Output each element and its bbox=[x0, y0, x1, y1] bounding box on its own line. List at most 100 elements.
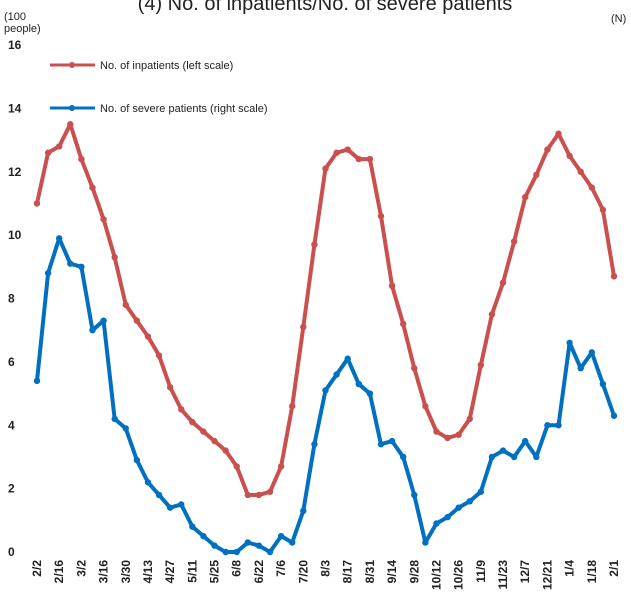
y-tick-label: 2 bbox=[8, 482, 15, 496]
y-axis-label: (100 people) bbox=[4, 11, 41, 35]
marker bbox=[67, 260, 74, 267]
x-tick-label: 4/27 bbox=[163, 560, 177, 584]
marker bbox=[544, 422, 551, 429]
marker bbox=[444, 434, 451, 442]
marker bbox=[33, 377, 41, 385]
x-tick-label: 3/30 bbox=[119, 560, 133, 584]
marker bbox=[289, 539, 296, 546]
marker bbox=[355, 380, 362, 388]
x-tick-label: 12/7 bbox=[518, 560, 532, 584]
legend-marker bbox=[69, 105, 75, 111]
x-tick-label: 4/13 bbox=[141, 560, 155, 584]
marker bbox=[566, 339, 573, 347]
marker bbox=[411, 491, 418, 499]
x-tick-label: 9/14 bbox=[385, 560, 399, 584]
marker bbox=[455, 504, 462, 511]
marker bbox=[477, 488, 485, 495]
marker bbox=[122, 301, 129, 309]
marker bbox=[466, 415, 473, 423]
x-tick-label: 3/16 bbox=[97, 560, 111, 584]
x-tick-label: 1/18 bbox=[585, 560, 599, 584]
y-tick-label: 8 bbox=[8, 292, 15, 306]
marker bbox=[499, 279, 507, 286]
x-tick-label: 10/12 bbox=[429, 560, 443, 590]
x-tick-label: 5/11 bbox=[185, 560, 199, 583]
marker bbox=[277, 532, 285, 540]
marker bbox=[178, 501, 185, 508]
marker bbox=[477, 361, 485, 369]
legend-marker bbox=[69, 62, 75, 68]
marker bbox=[222, 447, 229, 454]
marker bbox=[433, 520, 440, 527]
marker bbox=[355, 155, 362, 163]
marker bbox=[377, 212, 385, 220]
marker bbox=[544, 146, 551, 153]
x-tick-label: 3/2 bbox=[74, 560, 88, 577]
marker bbox=[388, 282, 396, 290]
legend-label: No. of severe patients (right scale) bbox=[100, 103, 268, 115]
x-tick-label: 12/21 bbox=[540, 560, 554, 590]
y2-axis-label: (N) bbox=[611, 13, 626, 25]
marker bbox=[255, 542, 263, 549]
marker bbox=[44, 269, 52, 277]
line bbox=[35, 236, 616, 554]
x-tick-label: 8/31 bbox=[363, 560, 377, 584]
marker bbox=[89, 184, 96, 191]
marker bbox=[366, 390, 374, 397]
chart-title: (4) No. of inpatients/No. of severe pati… bbox=[138, 0, 513, 15]
marker bbox=[33, 200, 41, 207]
marker bbox=[510, 453, 518, 461]
marker bbox=[322, 387, 329, 394]
marker bbox=[311, 241, 318, 248]
marker bbox=[289, 403, 296, 410]
marker bbox=[455, 431, 462, 438]
marker bbox=[233, 548, 240, 556]
marker bbox=[510, 238, 518, 245]
y-tick-label: 16 bbox=[8, 38, 22, 52]
marker bbox=[144, 333, 152, 340]
y-tick-label: 10 bbox=[8, 228, 22, 242]
marker bbox=[577, 168, 584, 175]
marker bbox=[144, 479, 152, 486]
marker bbox=[78, 263, 85, 271]
marker bbox=[488, 311, 496, 318]
x-tick-label: 11/9 bbox=[474, 560, 488, 583]
marker bbox=[433, 428, 440, 435]
marker bbox=[599, 206, 607, 213]
y-tick-label: 6 bbox=[8, 355, 15, 369]
marker bbox=[200, 428, 207, 435]
marker bbox=[55, 143, 63, 150]
marker bbox=[266, 548, 274, 556]
x-tick-label: 10/26 bbox=[452, 560, 466, 590]
marker bbox=[322, 165, 329, 172]
x-tick-label: 7/20 bbox=[296, 560, 310, 584]
marker bbox=[133, 456, 141, 464]
x-tick-label: 2/16 bbox=[52, 560, 66, 584]
x-tick-label: 7/6 bbox=[274, 560, 288, 577]
marker bbox=[533, 171, 540, 179]
x-tick-label: 8/17 bbox=[341, 560, 355, 584]
y-tick-label: 4 bbox=[8, 418, 15, 432]
marker bbox=[222, 548, 229, 556]
marker bbox=[333, 371, 340, 378]
marker bbox=[155, 352, 163, 359]
x-tick-label: 9/28 bbox=[407, 560, 421, 584]
marker bbox=[555, 422, 562, 429]
marker bbox=[100, 216, 107, 223]
marker bbox=[67, 121, 74, 128]
x-tick-label: 11/23 bbox=[496, 560, 510, 590]
marker bbox=[411, 365, 418, 372]
marker bbox=[111, 254, 118, 261]
marker bbox=[89, 326, 96, 334]
marker bbox=[166, 504, 174, 511]
legend-label: No. of inpatients (left scale) bbox=[100, 60, 233, 72]
x-tick-label: 5/25 bbox=[208, 560, 222, 584]
marker bbox=[399, 320, 407, 328]
marker bbox=[155, 491, 163, 499]
marker bbox=[133, 317, 141, 324]
marker bbox=[244, 539, 252, 546]
marker bbox=[166, 384, 174, 391]
marker bbox=[610, 412, 618, 419]
